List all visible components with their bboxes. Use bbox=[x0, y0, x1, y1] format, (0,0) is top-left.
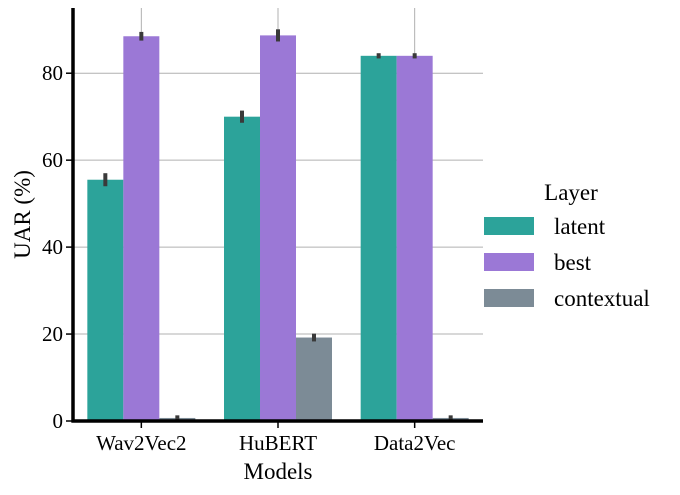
legend-label-best: best bbox=[554, 250, 592, 275]
y-tick-labels: 0 20 40 60 80 bbox=[42, 61, 63, 433]
y-tick-label: 0 bbox=[53, 409, 64, 433]
legend-label-latent: latent bbox=[554, 214, 606, 239]
bar-best bbox=[260, 35, 296, 421]
legend-swatch-best bbox=[484, 253, 534, 271]
bar-group bbox=[87, 35, 469, 422]
bar-latent bbox=[360, 55, 397, 422]
bar-contextual bbox=[296, 337, 332, 421]
x-tick-label: Data2Vec bbox=[374, 431, 456, 455]
x-tick-label: HuBERT bbox=[239, 431, 317, 455]
y-tick-label: 40 bbox=[42, 235, 63, 259]
y-tick-label: 80 bbox=[42, 61, 63, 85]
x-axis-label: Models bbox=[244, 459, 313, 484]
axes bbox=[66, 8, 483, 428]
y-axis-label: UAR (%) bbox=[10, 170, 35, 259]
bar-best bbox=[123, 36, 160, 421]
bar-latent bbox=[87, 179, 124, 421]
x-tick-label: Wav2Vec2 bbox=[96, 431, 186, 455]
legend-label-contextual: contextual bbox=[554, 286, 650, 311]
y-tick-label: 60 bbox=[42, 148, 63, 172]
bar-best bbox=[396, 55, 433, 422]
bar-latent bbox=[224, 116, 260, 422]
y-tick-label: 20 bbox=[42, 322, 63, 346]
legend-swatch-contextual bbox=[484, 289, 534, 307]
legend-swatch-latent bbox=[484, 217, 534, 235]
legend: Layer latent best contextual bbox=[484, 180, 650, 311]
legend-title: Layer bbox=[544, 180, 598, 205]
x-tick-labels: Wav2Vec2 HuBERT Data2Vec bbox=[96, 431, 455, 455]
